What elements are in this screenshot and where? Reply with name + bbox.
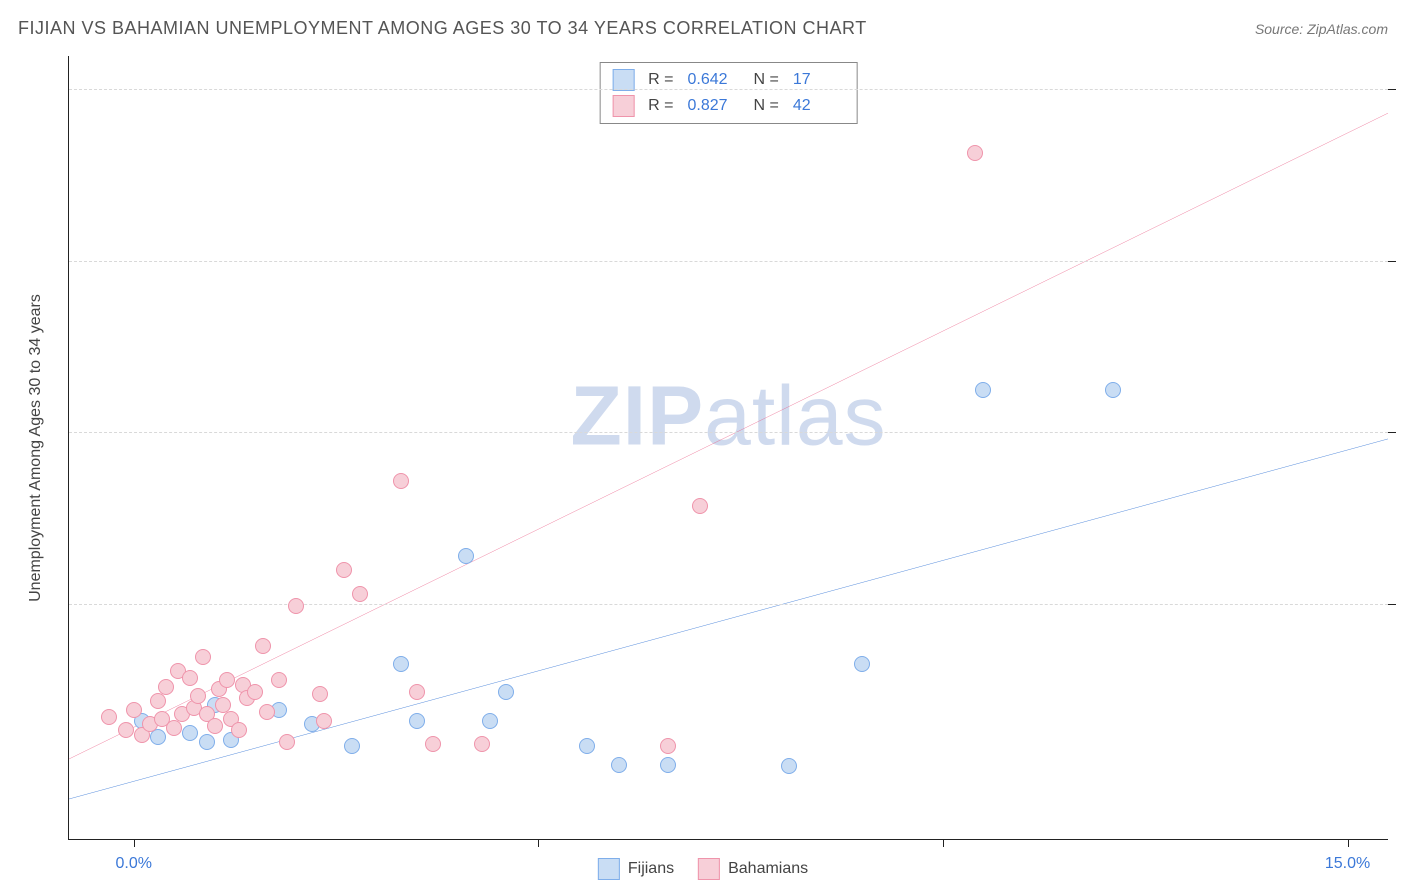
data-point (781, 758, 797, 774)
y-tick (1388, 432, 1396, 433)
data-point (967, 145, 983, 161)
y-tick (1388, 261, 1396, 262)
legend-label-bahamians: Bahamians (728, 860, 808, 878)
data-point (126, 702, 142, 718)
data-point (1105, 382, 1121, 398)
data-point (182, 670, 198, 686)
data-point (195, 649, 211, 665)
data-point (393, 656, 409, 672)
plot-area: ZIPatlas R = 0.642 N = 17 R = 0.827 N = … (68, 56, 1388, 840)
r-value-bahamians: 0.827 (688, 97, 740, 115)
data-point (158, 679, 174, 695)
source-attribution: Source: ZipAtlas.com (1255, 21, 1388, 37)
y-tick (1388, 89, 1396, 90)
header-bar: FIJIAN VS BAHAMIAN UNEMPLOYMENT AMONG AG… (18, 18, 1388, 39)
x-tick (943, 839, 944, 847)
source-name: ZipAtlas.com (1307, 21, 1388, 37)
data-point (190, 688, 206, 704)
y-axis-label-wrap: Unemployment Among Ages 30 to 34 years (18, 56, 54, 840)
n-label: N = (754, 97, 779, 115)
data-point (279, 734, 295, 750)
r-label: R = (648, 97, 673, 115)
x-tick (538, 839, 539, 847)
data-point (166, 720, 182, 736)
data-point (150, 693, 166, 709)
data-point (474, 736, 490, 752)
data-point (393, 473, 409, 489)
n-value-bahamians: 42 (793, 97, 845, 115)
data-point (660, 738, 676, 754)
data-point (692, 498, 708, 514)
gridline (69, 604, 1388, 605)
data-point (199, 734, 215, 750)
data-point (101, 709, 117, 725)
data-point (182, 725, 198, 741)
data-point (352, 586, 368, 602)
y-tick-label: 30.0% (1396, 406, 1406, 424)
chart-title: FIJIAN VS BAHAMIAN UNEMPLOYMENT AMONG AG… (18, 18, 867, 39)
data-point (458, 548, 474, 564)
watermark-bold: ZIP (570, 369, 704, 463)
x-tick (1348, 839, 1349, 847)
data-point (259, 704, 275, 720)
data-point (482, 713, 498, 729)
data-point (854, 656, 870, 672)
r-label: R = (648, 71, 673, 89)
y-tick-label: 60.0% (1396, 63, 1406, 81)
data-point (219, 672, 235, 688)
n-value-fijians: 17 (793, 71, 845, 89)
stats-row-bahamians: R = 0.827 N = 42 (608, 93, 849, 119)
y-tick (1388, 604, 1396, 605)
data-point (150, 729, 166, 745)
legend-label-fijians: Fijians (628, 860, 674, 878)
data-point (425, 736, 441, 752)
x-tick-label: 15.0% (1325, 855, 1370, 873)
series-legend: Fijians Bahamians (598, 858, 808, 880)
data-point (498, 684, 514, 700)
watermark-text: ZIPatlas (570, 368, 886, 465)
n-label: N = (754, 71, 779, 89)
x-tick (134, 839, 135, 847)
legend-item-fijians: Fijians (598, 858, 674, 880)
regression-line (69, 439, 1388, 799)
y-tick-label: 45.0% (1396, 235, 1406, 253)
data-point (611, 757, 627, 773)
data-point (255, 638, 271, 654)
watermark-rest: atlas (704, 369, 886, 463)
y-tick-label: 15.0% (1396, 578, 1406, 596)
chart-container: Unemployment Among Ages 30 to 34 years Z… (18, 56, 1388, 892)
r-value-fijians: 0.642 (688, 71, 740, 89)
data-point (409, 713, 425, 729)
gridline (69, 261, 1388, 262)
swatch-bahamians (612, 95, 634, 117)
data-point (207, 718, 223, 734)
gridline (69, 89, 1388, 90)
data-point (118, 722, 134, 738)
regression-lines-layer (69, 56, 1388, 839)
swatch-fijians (598, 858, 620, 880)
data-point (975, 382, 991, 398)
data-point (344, 738, 360, 754)
regression-line (69, 113, 1388, 759)
data-point (312, 686, 328, 702)
source-prefix: Source: (1255, 21, 1307, 37)
data-point (579, 738, 595, 754)
swatch-fijians (612, 69, 634, 91)
data-point (288, 598, 304, 614)
swatch-bahamians (698, 858, 720, 880)
legend-item-bahamians: Bahamians (698, 858, 808, 880)
stats-legend: R = 0.642 N = 17 R = 0.827 N = 42 (599, 62, 858, 124)
x-tick-label: 0.0% (116, 855, 152, 873)
y-axis-label: Unemployment Among Ages 30 to 34 years (27, 294, 45, 602)
data-point (271, 672, 287, 688)
data-point (336, 562, 352, 578)
gridline (69, 432, 1388, 433)
data-point (247, 684, 263, 700)
data-point (231, 722, 247, 738)
data-point (409, 684, 425, 700)
data-point (660, 757, 676, 773)
data-point (316, 713, 332, 729)
